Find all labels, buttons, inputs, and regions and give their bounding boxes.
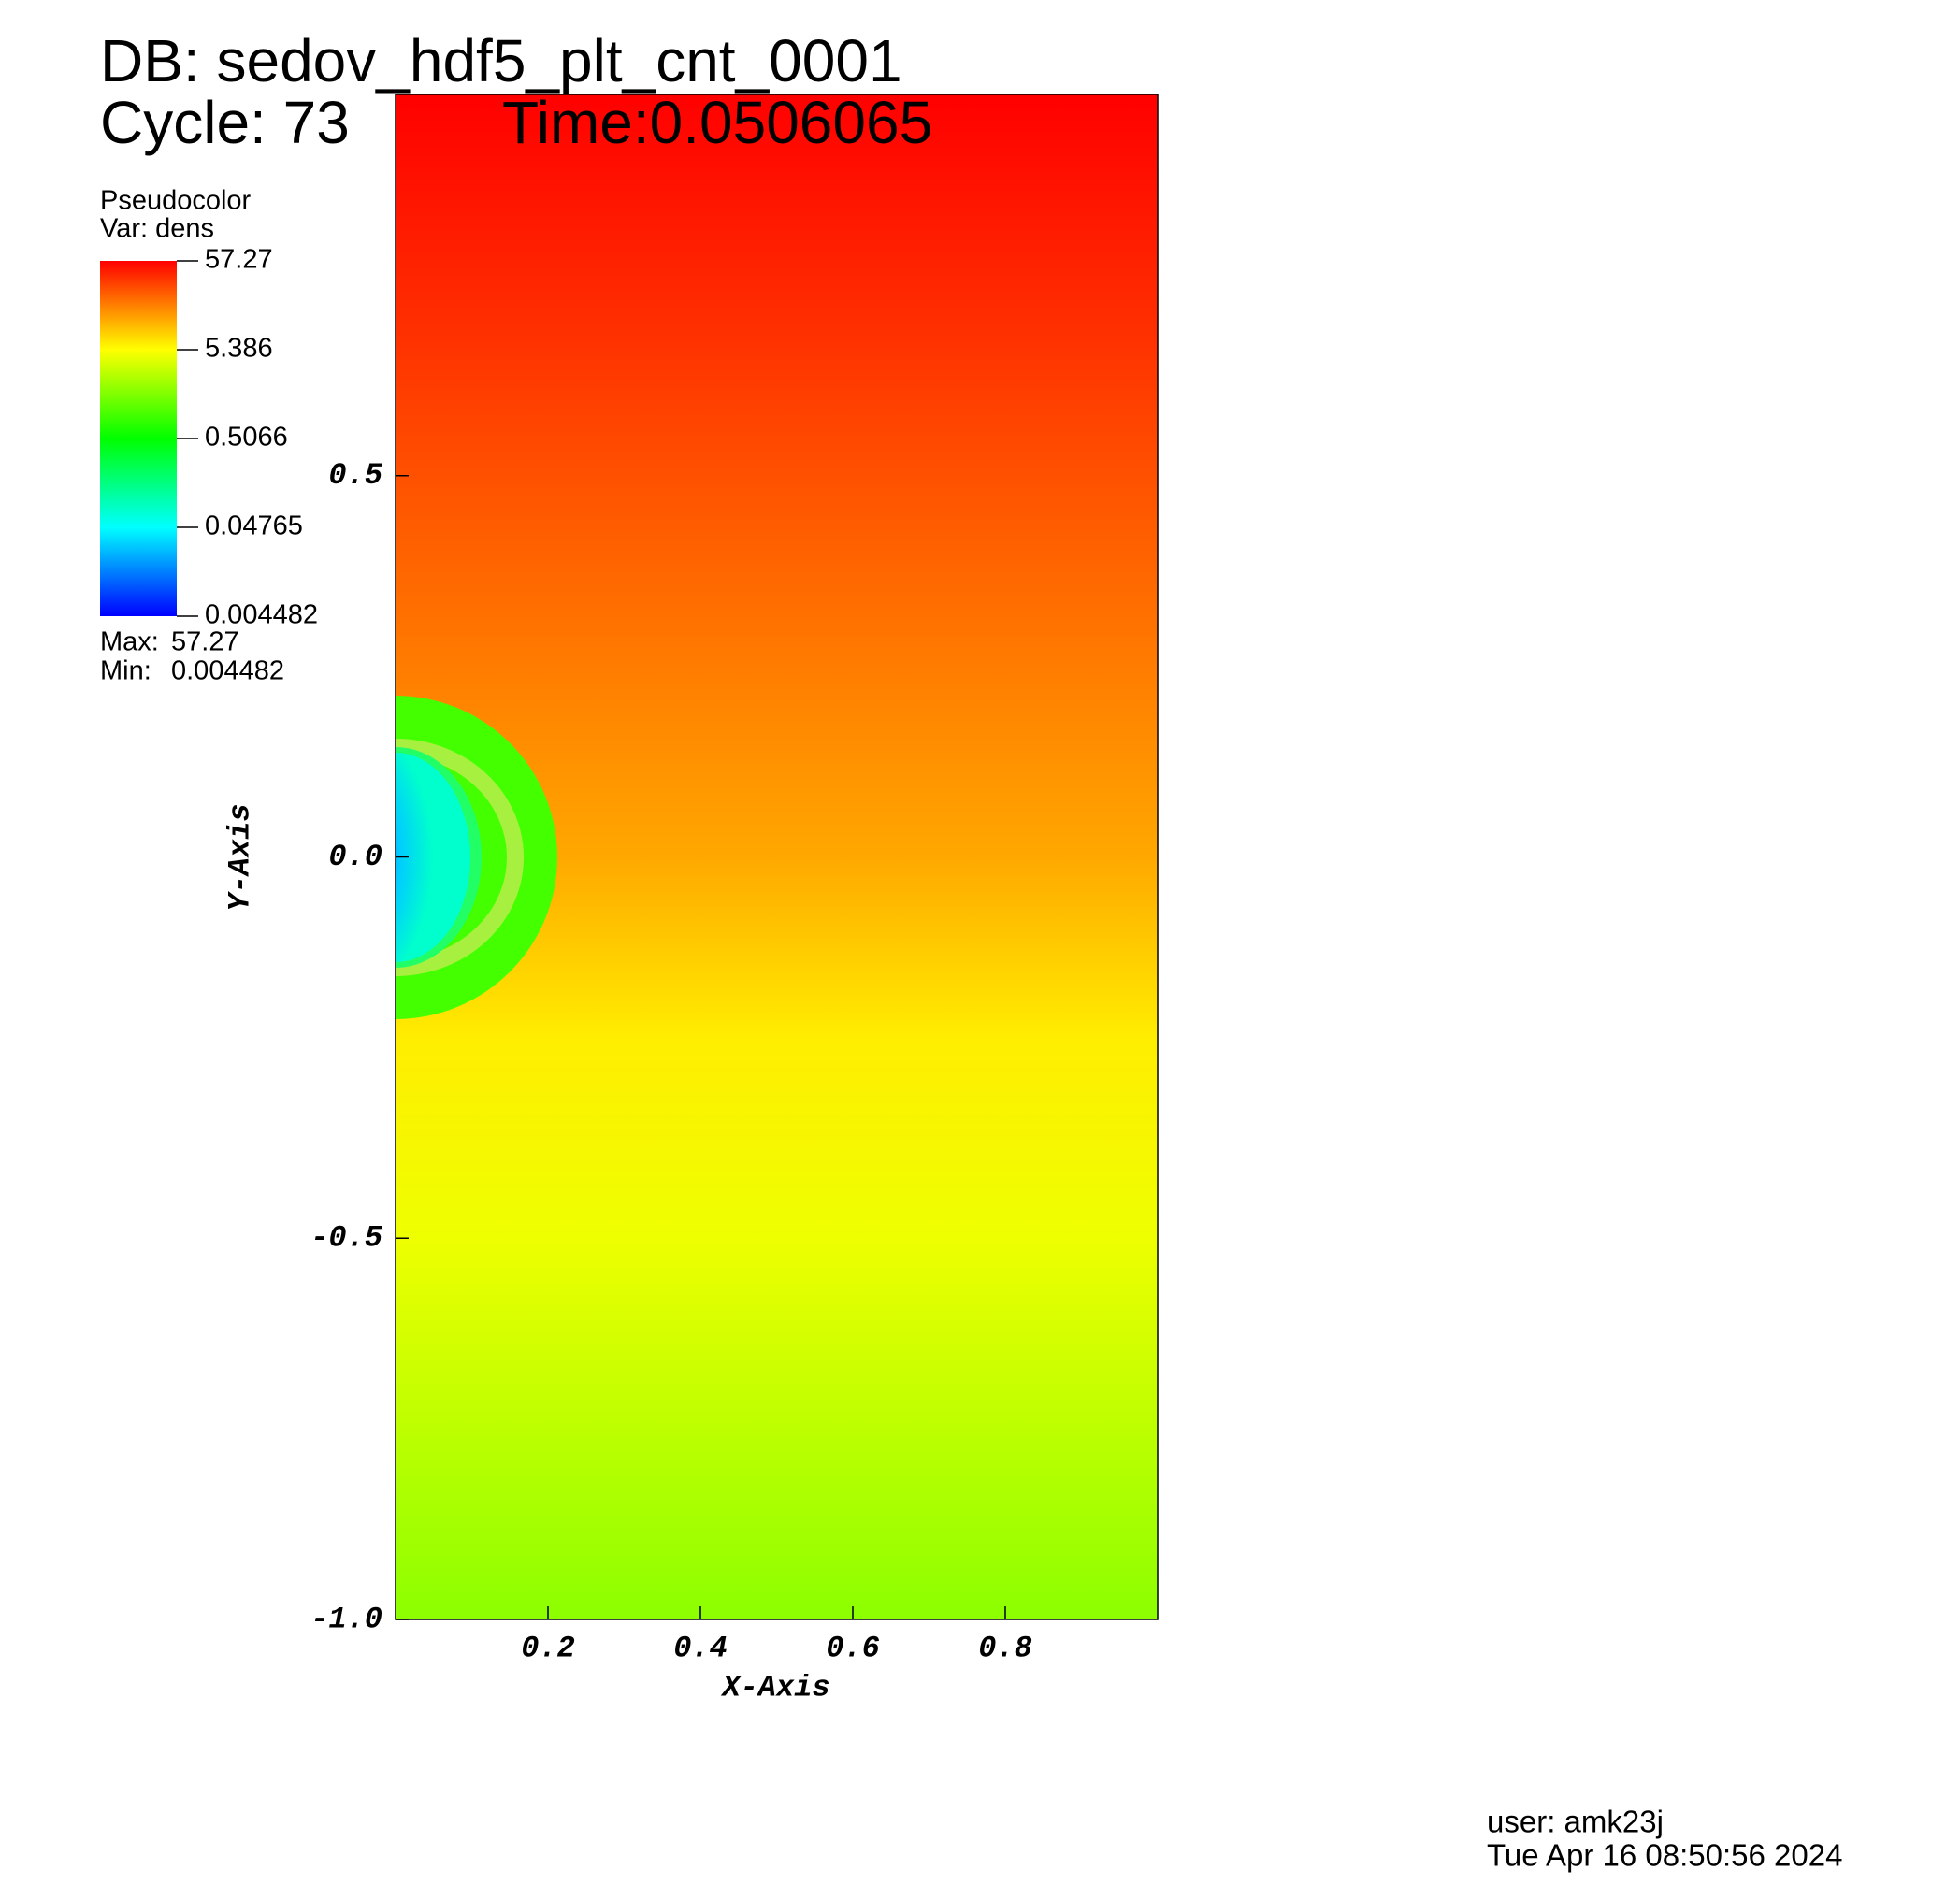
time-label: Time:0.0506065 bbox=[502, 89, 932, 156]
colorbar-tick-label: 0.5066 bbox=[205, 423, 288, 453]
colorbar-tick-label: 0.004482 bbox=[205, 600, 318, 630]
x-axis-title: X-Axis bbox=[720, 1670, 829, 1705]
y-axis-title: Y-Axis bbox=[223, 803, 257, 911]
x-tick-label: 0.8 bbox=[978, 1631, 1032, 1665]
cycle-label: Cycle: 73 bbox=[100, 89, 350, 156]
colorbar-tick-label: 57.27 bbox=[205, 245, 273, 275]
y-tick-label: 0.0 bbox=[328, 840, 382, 874]
x-tick-label: 0.6 bbox=[826, 1631, 880, 1665]
max-label: Max: bbox=[100, 627, 159, 657]
plot-area bbox=[395, 94, 1159, 1620]
shell-ring bbox=[396, 739, 524, 976]
y-tick-label: -0.5 bbox=[310, 1221, 382, 1256]
x-tick-label: 0.2 bbox=[521, 1631, 575, 1665]
blast-wave bbox=[396, 696, 557, 1019]
date-label: Tue Apr 16 08:50:56 2024 bbox=[1487, 1838, 1842, 1873]
user-label: user: amk23j bbox=[1487, 1805, 1664, 1839]
y-tick-label: 0.5 bbox=[328, 458, 382, 493]
colorbar-tick-label: 5.386 bbox=[205, 334, 273, 364]
y-tick-label: -1.0 bbox=[310, 1602, 382, 1636]
x-tick-label: 0.4 bbox=[673, 1631, 728, 1665]
colorbar-tick-label: 0.04765 bbox=[205, 511, 303, 541]
variable-name: Var: dens bbox=[100, 214, 214, 244]
plot-name: Pseudocolor bbox=[100, 186, 252, 216]
blast-core bbox=[396, 753, 470, 962]
min-value: 0.004482 bbox=[171, 656, 284, 686]
max-value: 57.27 bbox=[171, 627, 239, 657]
colorbar bbox=[100, 261, 177, 616]
database-label: DB: sedov_hdf5_plt_cnt_0001 bbox=[100, 27, 902, 94]
min-label: Min: bbox=[100, 656, 151, 686]
